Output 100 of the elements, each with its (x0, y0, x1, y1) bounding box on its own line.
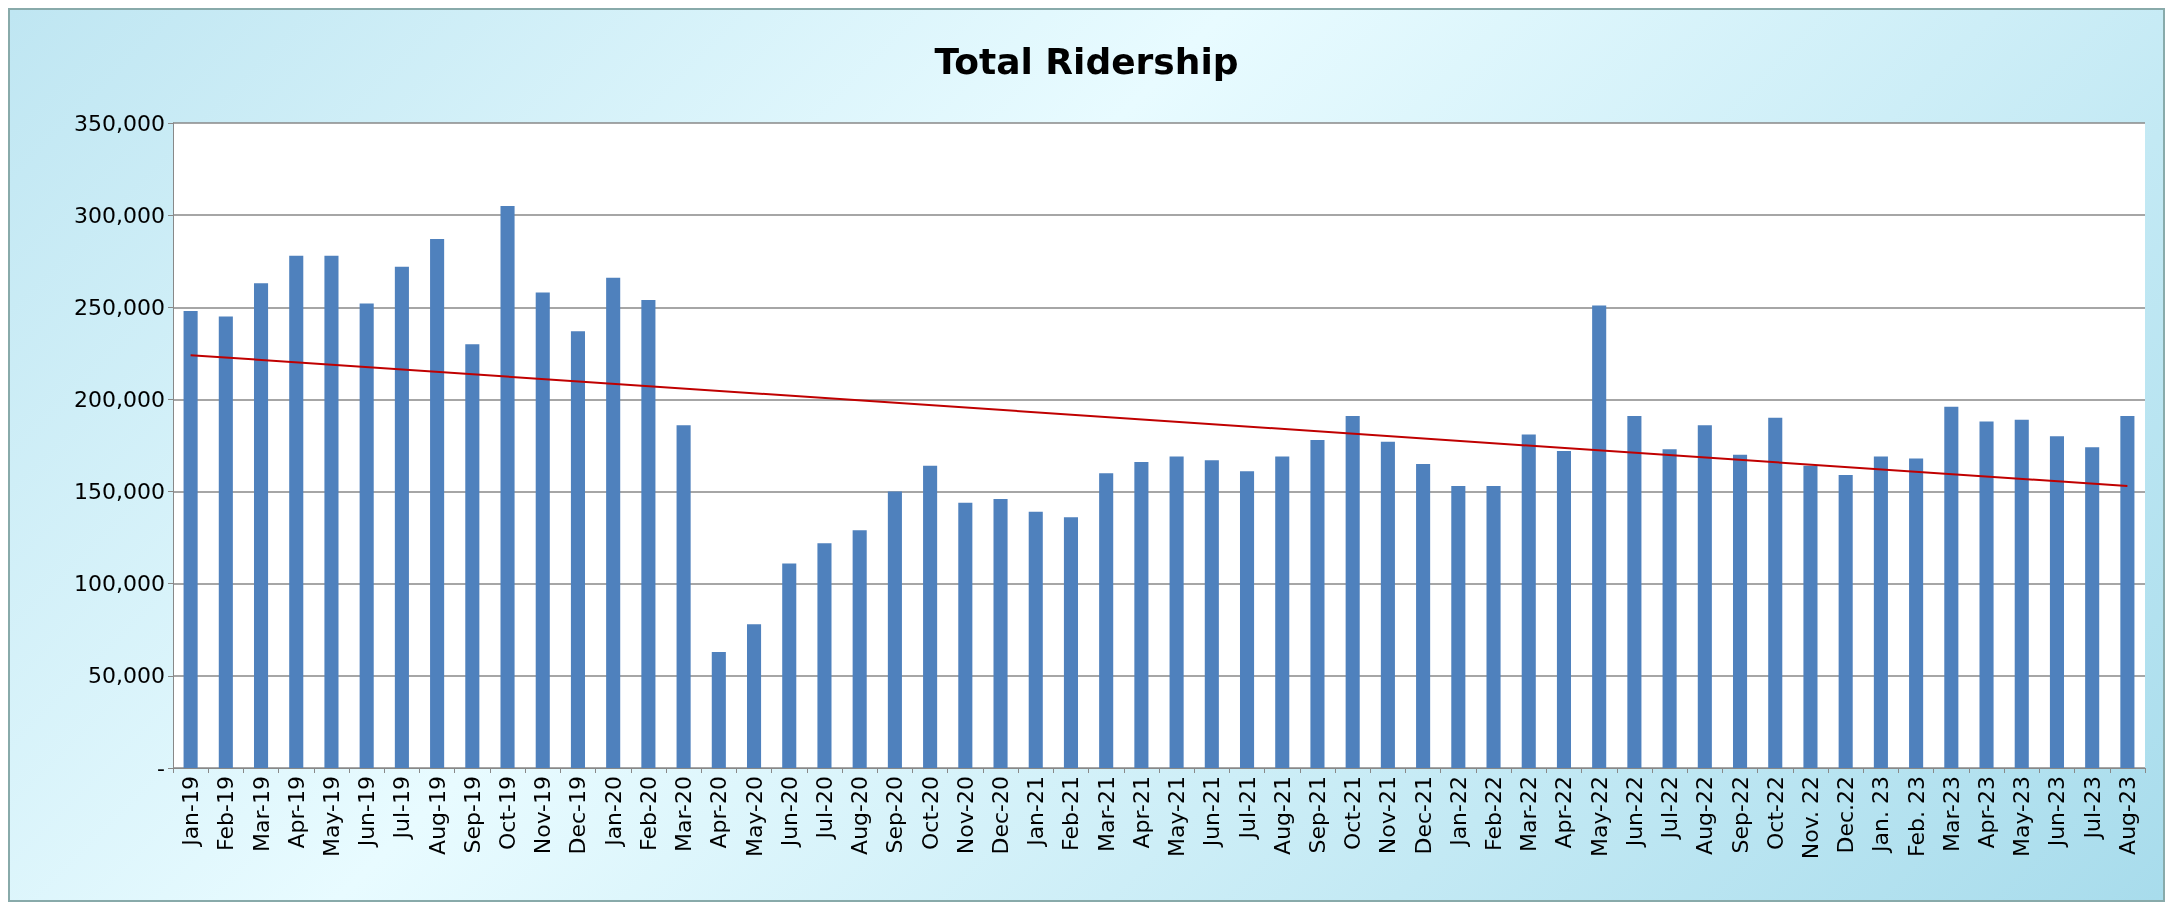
bar (1310, 439, 1325, 768)
bar (324, 255, 339, 768)
x-tick-label: Feb-21 (1058, 776, 1084, 851)
x-tick-label: Sep-22 (1727, 776, 1753, 854)
x-tick-label: Oct-22 (1762, 776, 1788, 850)
x-tick-label: Jan-20 (600, 776, 626, 848)
bar (641, 299, 656, 768)
bar (1275, 456, 1290, 768)
bar (1099, 473, 1114, 768)
x-tick-label: Jul-20 (811, 776, 837, 841)
y-tick-label: 50,000 (88, 663, 165, 689)
x-tick-label: Apr-20 (706, 776, 732, 849)
x-tick-label: Mar-19 (248, 776, 274, 853)
x-tick-label: Jun-23 (2044, 776, 2070, 849)
x-tick-label: Sep-20 (882, 776, 908, 854)
bar (1169, 456, 1184, 768)
bar (1662, 449, 1677, 768)
bar (1556, 451, 1572, 768)
x-tick-label: May-19 (318, 776, 344, 858)
x-tick-label: Aug-22 (1692, 776, 1718, 855)
x-tick-label: Jan-19 (178, 776, 204, 848)
bar (782, 563, 797, 768)
x-tick-label: Jul-19 (389, 776, 415, 841)
bar (676, 425, 691, 768)
bar (1028, 511, 1043, 768)
bar (852, 530, 867, 768)
x-tick-label: Jun-19 (354, 776, 380, 849)
bar (465, 344, 480, 768)
bar (1416, 463, 1431, 768)
bar (711, 651, 726, 768)
x-tick-label: Nov-21 (1375, 776, 1401, 855)
bar (1592, 305, 1607, 768)
x-tick-label: Nov-19 (530, 776, 556, 855)
bar (1521, 434, 1536, 768)
x-tick-label: Aug-19 (424, 776, 450, 855)
y-tick-label: 100,000 (74, 571, 165, 597)
x-tick-label: Dec-21 (1410, 776, 1436, 855)
bar (1345, 416, 1360, 768)
x-tick-label: Oct-19 (495, 776, 521, 850)
y-tick-label: 200,000 (74, 386, 165, 412)
x-tick-label: Jul-22 (1657, 776, 1683, 841)
x-tick-label: Jan. 23 (1868, 776, 1894, 854)
x-tick-label: Oct-20 (917, 776, 943, 850)
x-tick-label: May-22 (1586, 776, 1612, 858)
bar (359, 303, 374, 768)
y-tick-label: 250,000 (74, 294, 165, 320)
bar (430, 239, 445, 768)
bar (1838, 474, 1853, 768)
x-tick-label: Jul-21 (1234, 776, 1260, 841)
bar (1697, 425, 1712, 768)
x-tick-label: Mar-23 (1938, 776, 1964, 853)
x-tick-label: Nov. 22 (1797, 776, 1823, 860)
x-tick-label: May-20 (741, 776, 767, 858)
bar (1627, 416, 1642, 768)
bar (993, 498, 1008, 768)
x-tick-label: Mar-22 (1516, 776, 1542, 853)
bar (1239, 471, 1255, 768)
bar (1873, 456, 1888, 768)
x-tick-label: Feb-20 (635, 776, 661, 851)
x-tick-label: May-23 (2009, 776, 2035, 858)
bar (1204, 460, 1219, 768)
bar (1944, 406, 1959, 768)
bar (1063, 517, 1079, 768)
x-tick-label: Jan-21 (1023, 776, 1049, 848)
y-tick-label: 300,000 (74, 202, 165, 228)
x-tick-label: Sep-19 (459, 776, 485, 854)
x-tick-label: Sep-21 (1304, 776, 1330, 854)
bar (1451, 486, 1466, 768)
x-tick-label: Jun-20 (776, 776, 802, 849)
x-tick-label: Feb. 23 (1903, 776, 1929, 857)
x-tick-label: Aug-20 (847, 776, 873, 855)
bar (2085, 447, 2100, 768)
x-tick-label: Aug-23 (2114, 776, 2140, 855)
bar (2120, 416, 2135, 768)
bar (2049, 436, 2065, 768)
x-tick-label: Aug-21 (1269, 776, 1295, 855)
x-tick-label: Jul-23 (2079, 776, 2105, 841)
bar (1732, 454, 1748, 768)
x-tick-label: Dec-20 (988, 776, 1014, 855)
bar (817, 543, 832, 768)
y-tick-label: - (157, 755, 165, 781)
x-tick-label: Jun-21 (1199, 776, 1225, 849)
x-tick-label: Mar-20 (671, 776, 697, 853)
bar (1134, 462, 1149, 768)
bar (923, 465, 938, 768)
x-tick-label: Dec.22 (1833, 776, 1859, 854)
x-tick-label: Feb-22 (1481, 776, 1507, 851)
x-tick-label: Jan-22 (1445, 776, 1471, 848)
x-tick-label: Mar-21 (1093, 776, 1119, 853)
bar (289, 255, 304, 768)
bar (253, 283, 269, 768)
bar (394, 266, 409, 768)
bar (2014, 419, 2029, 768)
bar (1768, 417, 1783, 768)
x-tick-label: Oct-21 (1340, 776, 1366, 850)
bar (746, 624, 762, 768)
chart-title: Total Ridership (934, 40, 1239, 82)
x-tick-label: May-21 (1164, 776, 1190, 858)
bar (1979, 421, 1994, 768)
x-tick-label: Nov-20 (952, 776, 978, 855)
